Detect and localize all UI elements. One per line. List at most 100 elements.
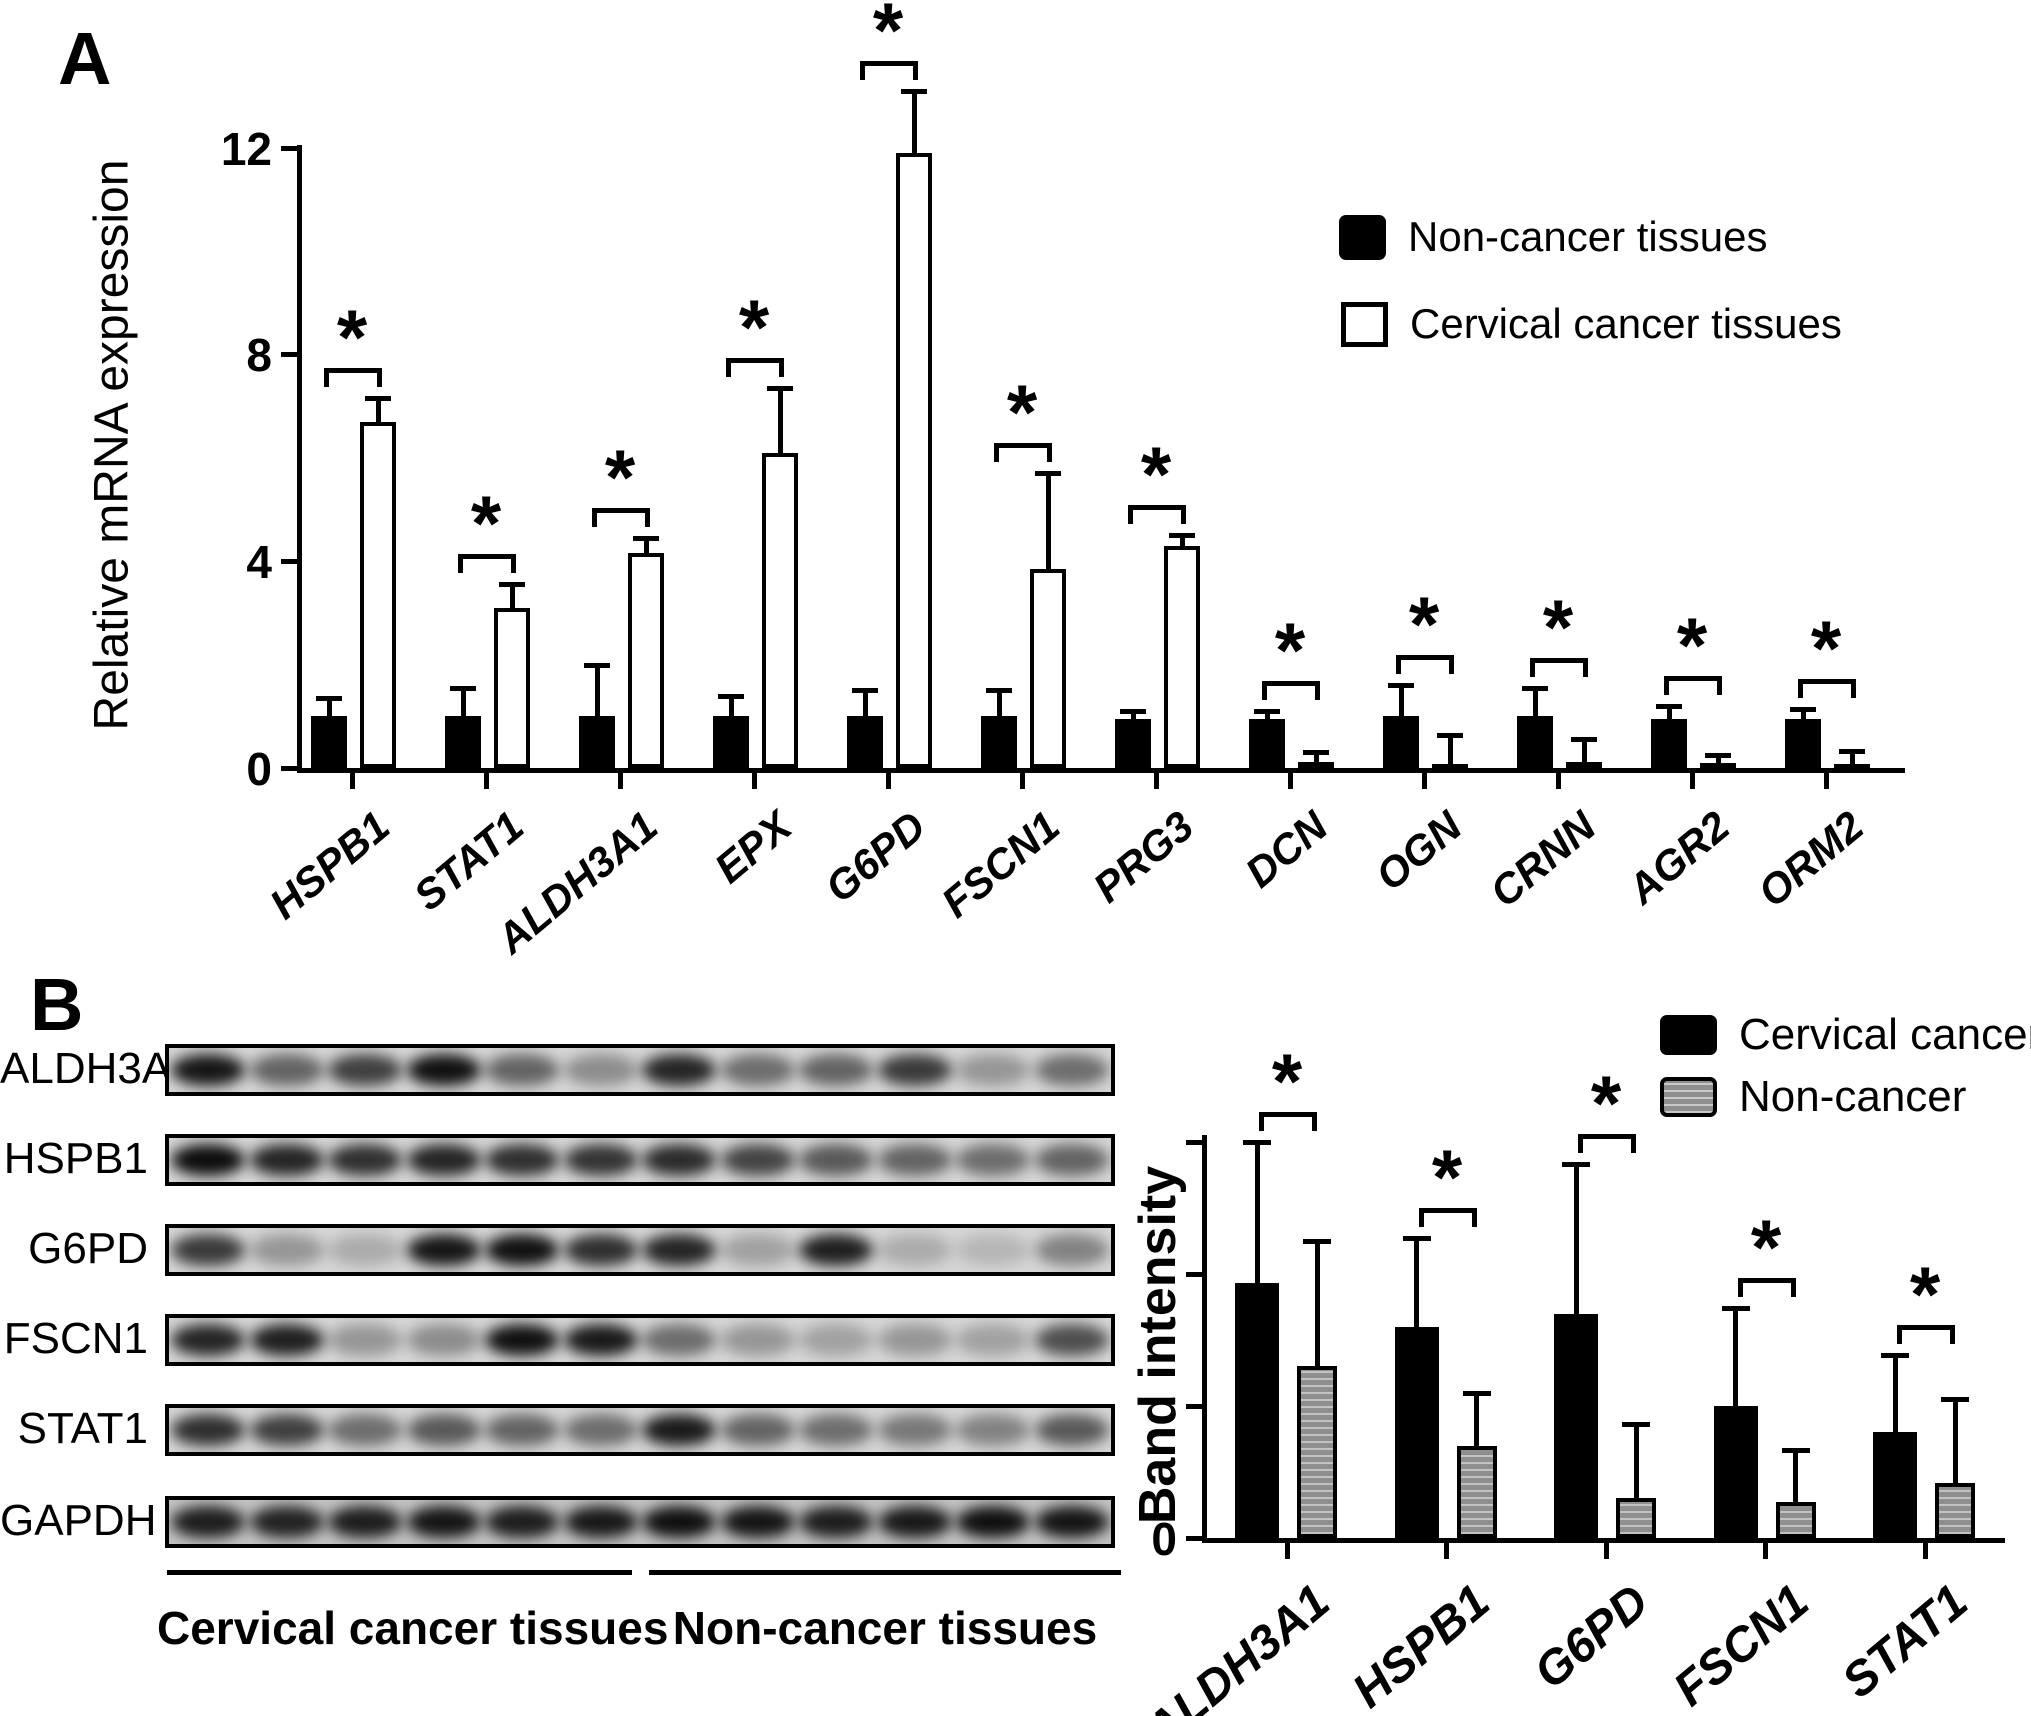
blot-band [249, 1506, 324, 1538]
legend-swatch-gray-icon [1660, 1077, 1717, 1117]
sig-bracket [1897, 1325, 1955, 1330]
noncancer-group-underline [649, 1570, 1121, 1575]
blot-lane [719, 1048, 798, 1092]
blot-lane [797, 1408, 876, 1452]
x-tick [1285, 1543, 1290, 1559]
bar-g6pd-series1 [847, 716, 883, 768]
bar-hspb1-series1 [1395, 1327, 1439, 1538]
blot-row-label-stat1: STAT1 [17, 1404, 148, 1453]
bar-fscn1-series1 [1714, 1406, 1758, 1538]
blot-lane [169, 1408, 248, 1452]
error-bar-line [997, 690, 1002, 720]
blot-band [799, 1324, 874, 1356]
blot-lane [876, 1408, 955, 1452]
noncancer-group-caption: Non-cancer tissues [672, 1602, 1098, 1654]
error-bar-line [1533, 688, 1538, 720]
sig-bracket-end [1449, 655, 1454, 674]
blot-band [1034, 1506, 1109, 1538]
sig-asterisk: * [336, 293, 368, 381]
blot-band [956, 1144, 1031, 1176]
blot-row-label-fscn1: FSCN1 [3, 1314, 148, 1363]
blot-band [956, 1506, 1031, 1538]
error-bar-line [1733, 1308, 1738, 1410]
blot-lane [405, 1318, 484, 1362]
sig-bracket-end [913, 61, 918, 80]
error-bar-cap [450, 686, 476, 691]
blot-band [799, 1234, 874, 1266]
blot-band [799, 1144, 874, 1176]
sig-bracket [994, 443, 1052, 448]
blot-lane [562, 1228, 641, 1272]
error-bar-cap [1120, 709, 1146, 714]
blot-lane [483, 1048, 562, 1092]
error-bar-cap [1790, 707, 1816, 712]
sig-bracket-end [1259, 1112, 1264, 1131]
blot-lane [954, 1228, 1033, 1272]
blot-band [485, 1144, 560, 1176]
y-tick-label: 0 [246, 743, 272, 795]
panel-a-legend-item-noncancer: Non-cancer tissues [1339, 213, 1767, 261]
blot-strip-g6pd [165, 1224, 1115, 1276]
sig-asterisk: * [1590, 1059, 1622, 1147]
blot-lane [954, 1318, 1033, 1362]
error-bar-cap [1403, 1236, 1431, 1241]
error-bar-cap [1437, 733, 1463, 738]
blot-lane [1033, 1318, 1112, 1362]
sig-bracket-end [726, 358, 731, 377]
blot-row-label-gapdh: GAPDH [0, 1496, 157, 1545]
sig-bracket-end [458, 554, 463, 573]
blot-band [1034, 1054, 1109, 1086]
bar-crnn-series1 [1517, 716, 1553, 768]
sig-bracket-end [1472, 1208, 1477, 1227]
legend-label: Non-cancer [1739, 1072, 1967, 1121]
sig-bracket-end [1897, 1325, 1902, 1344]
sig-asterisk: * [1676, 601, 1708, 689]
blot-band [877, 1324, 952, 1356]
blot-lane [169, 1138, 248, 1182]
x-axis-line [297, 768, 1905, 773]
x-tick [618, 773, 623, 789]
error-bar-line [327, 698, 332, 720]
bar-ogn-series1 [1383, 716, 1419, 768]
y-tick [281, 766, 297, 771]
error-bar-cap [901, 89, 927, 94]
y-tick [281, 559, 297, 564]
blot-lane [954, 1408, 1033, 1452]
blot-lane [954, 1048, 1033, 1092]
blot-band [406, 1054, 481, 1086]
blot-band [956, 1324, 1031, 1356]
sig-asterisk: * [470, 479, 502, 567]
sig-bracket-end [1047, 443, 1052, 462]
blot-band [1034, 1234, 1109, 1266]
blot-band [328, 1054, 403, 1086]
blot-lane [719, 1228, 798, 1272]
blot-strip-stat1 [165, 1404, 1115, 1456]
sig-bracket [1259, 1112, 1317, 1117]
error-bar-cap [1622, 1422, 1650, 1427]
sig-bracket-end [1578, 1134, 1583, 1153]
error-bar-line [1474, 1393, 1479, 1450]
blot-band [563, 1414, 638, 1446]
sig-bracket-end [1583, 658, 1588, 677]
sig-bracket-end [1631, 1134, 1636, 1153]
error-bar-line [1448, 735, 1453, 767]
error-bar-cap [316, 696, 342, 701]
blot-band [720, 1234, 795, 1266]
blot-band [563, 1054, 638, 1086]
blot-band [720, 1324, 795, 1356]
sig-bracket [1578, 1134, 1636, 1139]
sig-bracket-end [1181, 505, 1186, 524]
blot-band [328, 1144, 403, 1176]
y-axis-line [1202, 1135, 1207, 1543]
error-bar-line [1131, 711, 1136, 723]
blot-band [642, 1324, 717, 1356]
blot-band [328, 1506, 403, 1538]
blot-band [249, 1414, 324, 1446]
blot-band [328, 1324, 403, 1356]
legend-swatch-black-icon [1660, 1015, 1717, 1055]
bar-epx-series2 [762, 453, 798, 768]
blot-band [171, 1506, 246, 1538]
blot-lane [1033, 1408, 1112, 1452]
blot-band [485, 1054, 560, 1086]
blot-band [485, 1506, 560, 1538]
